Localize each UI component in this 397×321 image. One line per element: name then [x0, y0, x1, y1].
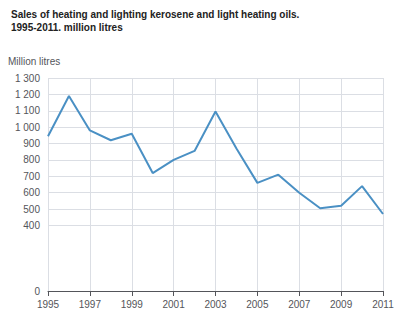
svg-text:500: 500: [23, 204, 40, 215]
svg-text:Sales of heating and lighting: Sales of heating and lighting kerosene a…: [11, 9, 300, 20]
svg-text:800: 800: [23, 154, 40, 165]
svg-text:600: 600: [23, 187, 40, 198]
svg-text:1999: 1999: [121, 299, 144, 310]
svg-text:900: 900: [23, 138, 40, 149]
svg-text:1997: 1997: [79, 299, 102, 310]
svg-text:Million litres: Million litres: [8, 56, 60, 67]
svg-text:400: 400: [23, 220, 40, 231]
svg-text:1 200: 1 200: [15, 89, 40, 100]
svg-text:1 000: 1 000: [15, 122, 40, 133]
svg-text:1995: 1995: [37, 299, 60, 310]
svg-text:2011: 2011: [372, 299, 394, 310]
svg-text:2007: 2007: [288, 299, 311, 310]
svg-text:2003: 2003: [204, 299, 227, 310]
svg-text:1 300: 1 300: [15, 73, 40, 84]
svg-text:2005: 2005: [246, 299, 269, 310]
svg-text:0: 0: [34, 286, 40, 297]
svg-text:700: 700: [23, 171, 40, 182]
svg-text:1995-2011. million litres: 1995-2011. million litres: [11, 22, 123, 33]
svg-text:2001: 2001: [163, 299, 186, 310]
svg-text:1 100: 1 100: [15, 105, 40, 116]
svg-text:2009: 2009: [330, 299, 353, 310]
